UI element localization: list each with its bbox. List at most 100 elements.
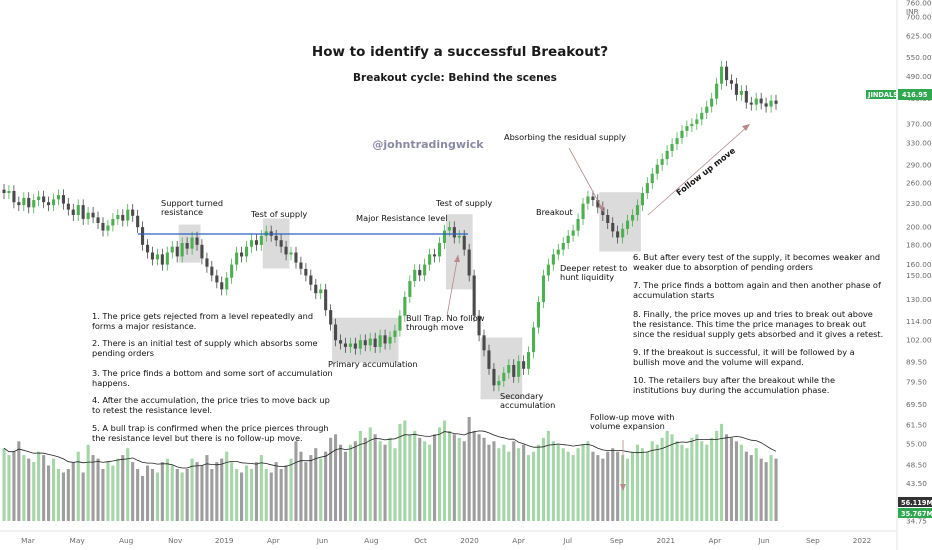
candle-body bbox=[715, 83, 719, 99]
volume-bar bbox=[136, 469, 140, 521]
volume-bar bbox=[576, 448, 580, 521]
volume-bar bbox=[220, 458, 224, 521]
volume-bar bbox=[532, 451, 536, 521]
volume-bar bbox=[556, 444, 560, 521]
candle-body bbox=[447, 227, 451, 231]
candle-body bbox=[546, 264, 550, 276]
note-2-line2: pending orders bbox=[92, 348, 154, 358]
note-2-line1: 2. There is an initial test of supply wh… bbox=[92, 338, 318, 348]
volume-bar bbox=[744, 451, 748, 521]
volume-bar bbox=[363, 437, 367, 521]
volume-bar bbox=[438, 427, 442, 521]
volume-bar bbox=[739, 444, 743, 521]
arrow-absorbing bbox=[568, 147, 605, 213]
volume-bar bbox=[141, 475, 145, 521]
volume-bar bbox=[61, 472, 65, 521]
candle-body bbox=[81, 205, 85, 219]
candle-body bbox=[309, 275, 313, 285]
candle-body bbox=[477, 315, 481, 336]
volume-bar bbox=[472, 430, 476, 521]
candle-body bbox=[492, 368, 496, 386]
annotation-arrows bbox=[446, 124, 750, 491]
volume-bar bbox=[269, 472, 273, 521]
price-tick-label: 130.00 bbox=[906, 295, 932, 304]
volume-bar bbox=[22, 455, 26, 521]
volume-bar bbox=[700, 441, 704, 521]
candle-body bbox=[136, 215, 140, 228]
volume-bar bbox=[497, 448, 501, 521]
candle-body bbox=[111, 219, 115, 226]
candle-body bbox=[645, 183, 649, 194]
candle-body bbox=[413, 269, 417, 282]
last-price-symbol-box bbox=[866, 90, 896, 99]
volume-bar bbox=[170, 465, 174, 521]
volume-bar bbox=[720, 423, 724, 521]
volume-bar bbox=[66, 469, 70, 521]
candle-body bbox=[690, 123, 694, 127]
candle-body bbox=[566, 235, 570, 243]
candle-body bbox=[591, 196, 595, 200]
candle-body bbox=[467, 249, 471, 276]
volume-bar bbox=[205, 455, 209, 521]
annotation-volexp-line2: volume expansion bbox=[590, 421, 665, 431]
volume-bar bbox=[685, 448, 689, 521]
chart-title: How to identify a successful Breakout? bbox=[312, 44, 608, 60]
volume-bar bbox=[195, 462, 199, 521]
candle-body bbox=[764, 103, 768, 107]
candle-body bbox=[428, 254, 432, 265]
volume-bar bbox=[309, 455, 313, 521]
candle-body bbox=[230, 264, 234, 278]
volume-bar bbox=[433, 434, 437, 521]
time-tick-label: Aug bbox=[364, 536, 378, 545]
volume-bar bbox=[452, 434, 456, 521]
volume-badge-secondary-box bbox=[898, 508, 932, 518]
time-tick-label: Mar bbox=[21, 536, 35, 545]
candle-body bbox=[725, 66, 729, 81]
volume-bar bbox=[393, 448, 397, 521]
last-price-badge: JINDALSTEL 416.95 bbox=[866, 89, 932, 100]
arrowhead-volume-expansion bbox=[620, 484, 626, 491]
candle-body bbox=[403, 296, 407, 316]
annotation-support-line1: Support turned bbox=[161, 198, 223, 208]
volume-bar bbox=[759, 458, 763, 521]
candle-body bbox=[655, 164, 659, 174]
volume-bar bbox=[240, 472, 244, 521]
volume-bar bbox=[76, 451, 80, 521]
price-tick-label: 79.50 bbox=[906, 378, 927, 387]
volume-bar bbox=[695, 434, 699, 521]
volume-bars bbox=[2, 417, 778, 521]
volume-bar bbox=[47, 465, 51, 521]
volume-bar bbox=[655, 444, 659, 521]
time-tick-label: Sep bbox=[806, 536, 820, 545]
annotation-bulltrap-line2: through move bbox=[406, 322, 464, 332]
volume-bar bbox=[215, 462, 219, 521]
candle-body bbox=[160, 254, 164, 265]
candle-body bbox=[215, 275, 219, 283]
price-tick-label: 290.00 bbox=[906, 160, 932, 169]
volume-bar bbox=[314, 448, 318, 521]
note-9-line1: 9. If the breakout is successful, it wil… bbox=[633, 347, 855, 357]
accumulation-zones bbox=[178, 192, 641, 400]
volume-bar bbox=[606, 451, 610, 521]
volume-bar bbox=[245, 465, 249, 521]
candle-body bbox=[235, 252, 239, 265]
volume-bar bbox=[175, 469, 179, 521]
candle-body bbox=[452, 227, 456, 238]
candle-body bbox=[433, 254, 437, 257]
candle-body bbox=[116, 215, 120, 219]
price-axis-ticks: 760.00700.00625.00550.00490.00430.00370.… bbox=[906, 0, 932, 526]
candle-body bbox=[442, 230, 446, 243]
volume-bar bbox=[358, 430, 362, 521]
time-tick-label: Jul bbox=[562, 536, 572, 545]
candle-body bbox=[131, 209, 135, 216]
candle-body bbox=[729, 80, 733, 84]
candle-body bbox=[665, 150, 669, 160]
candle-body bbox=[259, 235, 263, 245]
candle-body bbox=[12, 191, 16, 203]
candle-body bbox=[185, 243, 189, 249]
candle-body bbox=[482, 335, 486, 351]
volume-bar bbox=[447, 430, 451, 521]
volume-bar bbox=[81, 472, 85, 521]
price-tick-label: 760.00 bbox=[906, 0, 932, 8]
